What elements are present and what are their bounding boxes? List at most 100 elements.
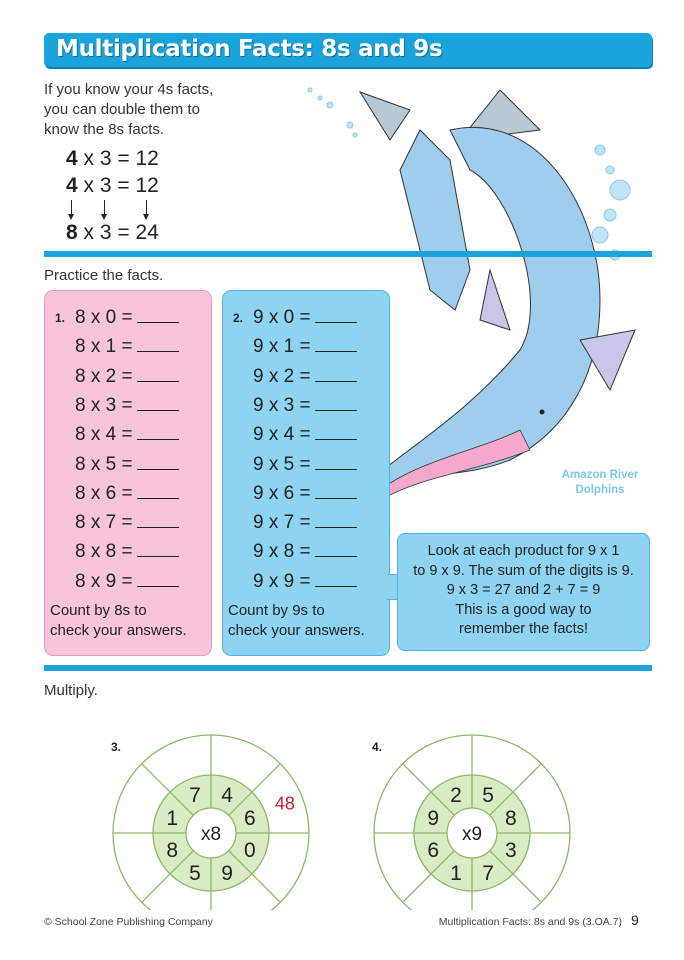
section-divider <box>44 665 652 671</box>
example-equation: 4 x 3 = 12 <box>66 174 159 197</box>
footer-title: Multiplication Facts: 8s and 9s (3.OA.7) <box>438 916 622 928</box>
wheel-divider <box>489 850 542 903</box>
answer-blank[interactable] <box>314 542 357 558</box>
practice-label: Practice the facts. <box>44 267 164 284</box>
fact-expression: 9 x 6 = <box>253 482 311 504</box>
wheel-center <box>185 807 237 859</box>
page-title: Multiplication Facts: 8s and 9s <box>56 36 443 62</box>
answer-blank[interactable] <box>136 367 179 382</box>
problem-number: 4. <box>372 740 382 754</box>
fact-expression: 8 x 5 = <box>75 453 133 475</box>
fact-expression: 8 x 2 = <box>75 365 133 387</box>
factor-number: 0 <box>244 839 256 862</box>
answer-cell[interactable]: 48 <box>275 793 295 813</box>
dolphin-illustration <box>307 87 636 496</box>
intro-line: If you know your 4s facts, <box>44 81 214 98</box>
multiplier: x8 <box>201 824 221 845</box>
fact-row: 9 x 7 = <box>253 512 357 534</box>
answer-blank[interactable] <box>136 484 179 499</box>
answer-blank[interactable] <box>314 367 357 382</box>
fact-expression: 9 x 9 = <box>253 570 311 592</box>
factor-number: 1 <box>450 862 462 885</box>
multiplier: x9 <box>462 824 482 845</box>
eights-facts-box: Count by 8s to check your answers. 1. 8 x … <box>44 290 212 656</box>
down-arrow-icon <box>101 200 107 220</box>
section-divider <box>44 251 652 257</box>
fact-row: 8 x 4 = <box>75 424 179 446</box>
factor-number: 6 <box>244 807 256 830</box>
answer-blank[interactable] <box>314 396 357 411</box>
fact-row: 9 x 4 = <box>253 424 357 446</box>
answer-blank[interactable] <box>136 542 179 558</box>
answer-blank[interactable] <box>136 337 179 353</box>
factor-number: 8 <box>505 807 517 830</box>
fact-row: 9 x 5 = <box>253 454 357 476</box>
answer-blank[interactable] <box>136 513 179 529</box>
fact-row: 9 x 3 = <box>253 395 357 417</box>
factor-number: 4 <box>221 784 233 807</box>
example-equation: 8 x 3 = 24 <box>66 221 159 244</box>
factor-number: 7 <box>482 862 494 885</box>
wheel-divider <box>228 850 281 903</box>
fact-row: 9 x 2 = <box>253 366 357 388</box>
fact-expression: 8 x 0 = <box>75 307 133 328</box>
problem-number: 1. <box>55 311 66 325</box>
example-equation: 4 x 3 = 12 <box>66 147 159 170</box>
factor-number: 2 <box>450 784 462 807</box>
answer-blank[interactable] <box>314 425 357 441</box>
answer-blank[interactable] <box>314 455 357 470</box>
fact-row: 9 x 1 = <box>253 336 357 358</box>
answer-blank[interactable] <box>136 455 179 470</box>
wheel-divider <box>402 763 455 816</box>
answer-blank[interactable] <box>314 484 357 499</box>
factor-number: 3 <box>505 839 517 862</box>
fact-row: 8 x 3 = <box>75 395 179 417</box>
tip-callout: Look at each product for 9 x 1 to 9 x 9. … <box>397 533 650 651</box>
answer-blank[interactable] <box>314 337 357 353</box>
wheel-divider <box>141 850 194 903</box>
illustration-caption: Amazon River Dolphins <box>561 469 639 496</box>
intro-line: you can double them to <box>44 101 200 118</box>
fact-expression: 9 x 8 = <box>253 541 311 563</box>
fact-row: 9 x 9 = <box>253 571 357 593</box>
fact-row: 8 x 8 = <box>75 541 179 563</box>
answer-blank[interactable] <box>314 572 357 587</box>
fact-row: 8 x 6 = <box>75 483 179 505</box>
factor-number: 6 <box>427 839 439 862</box>
wheel-divider <box>489 763 542 816</box>
answer-blank[interactable] <box>136 396 179 411</box>
fact-expression: 9 x 2 = <box>253 365 311 387</box>
fact-row: 8 x 7 = <box>75 512 179 534</box>
answer-blank[interactable] <box>314 513 357 529</box>
fact-row: 9 x 6 = <box>253 483 357 505</box>
factor-number: 5 <box>189 862 201 885</box>
fact-expression: 9 x 5 = <box>253 453 311 475</box>
answer-blank[interactable] <box>136 572 179 587</box>
answer-blank[interactable] <box>136 425 179 441</box>
fact-expression: 9 x 0 = <box>253 307 311 328</box>
factor-number: 9 <box>221 862 233 885</box>
fact-expression: 9 x 7 = <box>253 512 311 534</box>
nines-note: Count by 9s to check your answers. <box>228 602 365 639</box>
answer-blank[interactable] <box>136 308 179 323</box>
factor-number: 7 <box>189 784 201 807</box>
fact-expression: 8 x 8 = <box>75 541 133 563</box>
fact-row: 9 x 0 = <box>253 307 357 329</box>
intro-text: If you know your 4s facts, you can doubl… <box>44 80 284 140</box>
fact-expression: 8 x 1 = <box>75 336 133 358</box>
wheel-divider <box>228 763 281 816</box>
copyright: © School Zone Publishing Company <box>44 916 213 928</box>
fact-expression: 8 x 9 = <box>75 570 133 592</box>
nines-facts-box: Count by 9s to check your answers. 2. 9 x … <box>222 290 390 656</box>
fact-row: 8 x 9 = <box>75 571 179 593</box>
fact-expression: 8 x 4 = <box>75 424 133 446</box>
fact-row: 9 x 8 = <box>253 541 357 563</box>
fact-row: 8 x 2 = <box>75 366 179 388</box>
answer-blank[interactable] <box>314 308 357 323</box>
fact-expression: 9 x 3 = <box>253 394 311 416</box>
problem-number: 2. <box>233 311 244 325</box>
fact-row: 8 x 0 = <box>75 307 179 329</box>
wheel-center <box>446 807 498 859</box>
